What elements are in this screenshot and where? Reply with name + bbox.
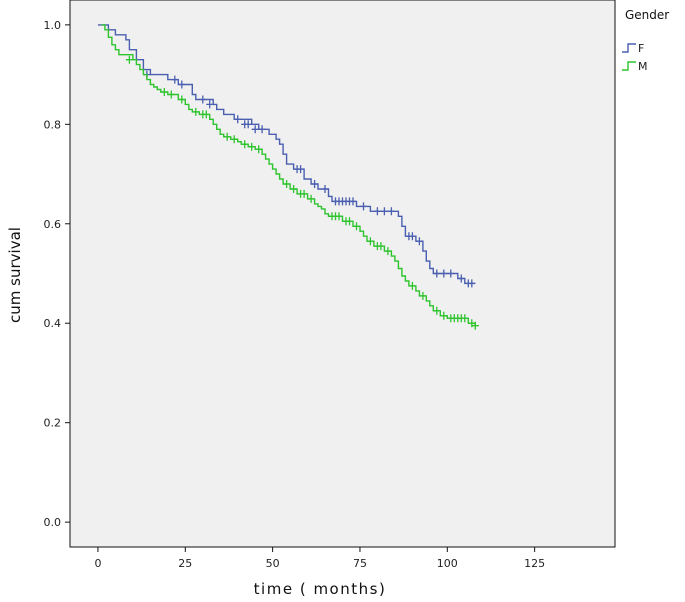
legend: Gender FM [622,8,669,73]
censor-mark-m [408,281,416,290]
axis-ticks: 0 25 50 75 100 125 0.0 0.2 0.4 0.6 0.8 1.0 [44,19,546,570]
censor-mark-f [433,269,441,278]
series-layer [97,24,479,330]
censor-mark-f [199,95,207,104]
censor-mark-f [349,197,357,206]
censor-mark-m [192,107,200,116]
censor-mark-f [244,120,252,129]
censor-mark-f [251,125,259,134]
survival-line-f [97,24,476,285]
censor-mark-m [461,314,469,323]
x-axis-title: time ( months) [254,580,387,598]
censor-mark-f [380,207,388,216]
x-tick-label: 100 [437,557,458,570]
censor-mark-f [468,279,476,288]
x-tick-label: 75 [353,557,367,570]
legend-title: Gender [625,8,669,22]
censor-mark-f [408,232,416,241]
censor-mark-m [377,242,385,251]
censor-mark-f [360,202,367,211]
censor-mark-f [206,100,214,109]
censor-mark-m [255,145,263,154]
censor-mark-m [419,291,427,300]
censor-mark-m [125,55,133,64]
censor-mark-m [223,132,231,141]
censor-mark-f [373,207,381,216]
y-tick-label: 0.0 [44,516,62,529]
censor-mark-m [366,237,374,246]
censor-mark-f [447,269,455,278]
censor-mark-m [178,95,186,104]
y-tick-label: 1.0 [44,19,62,32]
x-tick-label: 50 [266,557,280,570]
y-tick-label: 0.8 [44,118,62,131]
censor-mark-f [297,165,305,174]
censor-mark-m [300,189,308,198]
censor-mark-f [440,269,448,278]
censor-mark-m [433,306,441,315]
censor-mark-m [202,110,210,119]
censor-mark-m [307,194,315,203]
censor-mark-f [415,237,423,246]
legend-swatch-f [622,43,636,53]
y-axis-title: cum survival [6,227,24,323]
censor-mark-m [346,217,353,226]
x-tick-label: 25 [178,557,192,570]
censor-mark-f [457,274,465,283]
legend-label-f: F [638,42,644,55]
censor-mark-m [160,88,168,96]
censor-mark-m [283,180,291,188]
censor-mark-f [258,125,266,134]
y-tick-label: 0.2 [44,417,62,430]
plot-background [69,0,616,548]
x-tick-label: 125 [524,557,545,570]
censor-mark-f [171,75,179,84]
censor-mark-f [311,180,319,188]
censor-mark-m [384,247,392,256]
y-tick-label: 0.4 [44,317,62,330]
survival-line-m [101,24,476,326]
legend-label-m: M [638,60,648,73]
x-tick-label: 0 [94,557,101,570]
censor-mark-m [471,321,479,330]
censor-mark-f [178,80,186,89]
censor-mark-m [230,135,238,144]
censor-mark-m [290,185,298,193]
y-tick-label: 0.6 [44,218,62,231]
censor-mark-m [167,90,175,99]
legend-swatch-m [622,61,636,71]
censor-mark-m [335,212,343,221]
censor-mark-m [248,142,256,151]
censor-mark-f [387,207,395,216]
censor-mark-m [353,222,360,231]
censor-mark-m [440,311,448,320]
censor-mark-f [321,185,329,193]
censor-mark-m [241,140,249,149]
censor-mark-f [234,115,242,124]
